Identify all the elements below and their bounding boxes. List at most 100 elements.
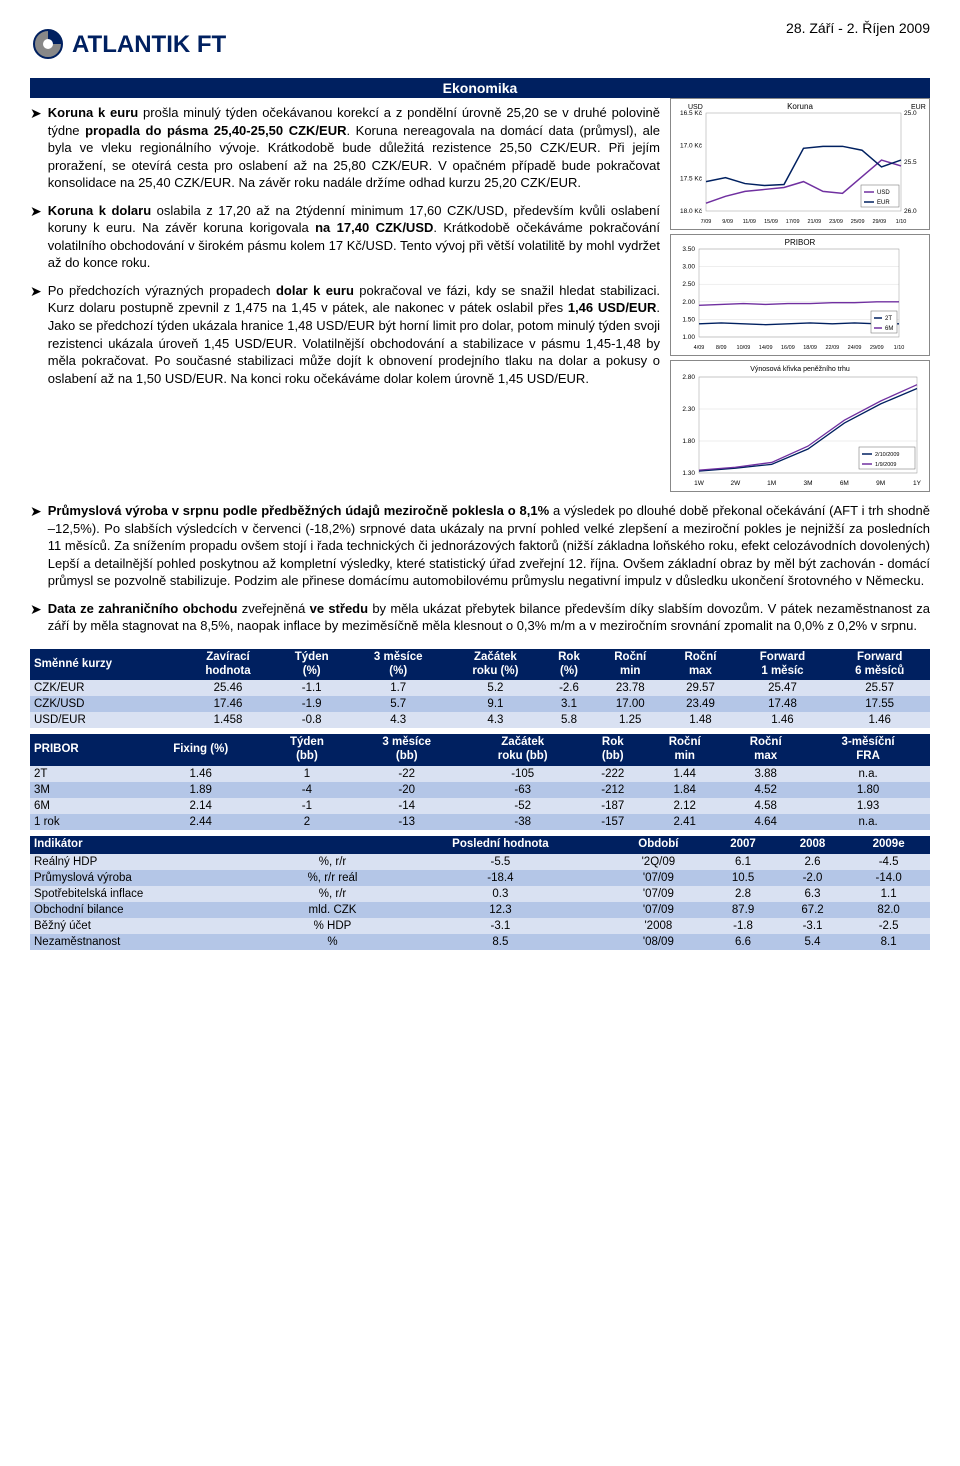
table-cell: % HDP <box>273 918 393 934</box>
table-cell: 1.93 <box>806 798 930 814</box>
page-header: ATLANTIK FT 28. Září - 2. Říjen 2009 <box>30 20 930 68</box>
table-cell: 67.2 <box>778 902 847 918</box>
svg-text:17.0 Kč: 17.0 Kč <box>680 143 703 150</box>
table-header: Období <box>608 836 708 854</box>
table-header: Rok(bb) <box>581 734 644 766</box>
table-cell: 25.57 <box>829 680 930 696</box>
svg-text:29/09: 29/09 <box>872 219 886 225</box>
table-cell: '08/09 <box>608 934 708 950</box>
table-header: 3 měsíce(bb) <box>349 734 464 766</box>
svg-text:7/09: 7/09 <box>701 219 712 225</box>
charts-column: KorunaUSDEUR16.5 Kč17.0 Kč17.5 Kč18.0 Kč… <box>670 98 930 496</box>
svg-text:9M: 9M <box>876 480 885 487</box>
table-cell: 2T <box>30 766 137 782</box>
svg-text:15/09: 15/09 <box>764 219 778 225</box>
table-cell: Reálný HDP <box>30 854 273 870</box>
table-cell: %, r/r <box>273 886 393 902</box>
svg-text:1M: 1M <box>767 480 776 487</box>
pribor-table: PRIBORFixing (%)Týden(bb)3 měsíce(bb)Zač… <box>30 734 930 830</box>
table-cell: 1.1 <box>847 886 930 902</box>
table-cell: -2.5 <box>847 918 930 934</box>
table-header: Začátekroku (bb) <box>464 734 581 766</box>
table-cell: 1.84 <box>644 782 725 798</box>
table-cell: % <box>273 934 393 950</box>
table-cell: 6.6 <box>708 934 777 950</box>
table-row: 2T1.461-22-105-2221.443.88n.a. <box>30 766 930 782</box>
table-cell: 8.5 <box>392 934 608 950</box>
table-header: Fixing (%) <box>137 734 265 766</box>
table-cell: '07/09 <box>608 902 708 918</box>
table-row: Obchodní bilancemld. CZK12.3'07/0987.967… <box>30 902 930 918</box>
table-cell: 10.5 <box>708 870 777 886</box>
table-cell: 17.46 <box>181 696 275 712</box>
paragraph-2: Koruna k dolaru oslabila z 17,20 až na 2… <box>48 202 660 272</box>
svg-text:26.0: 26.0 <box>904 208 917 215</box>
table-cell: 1.25 <box>595 712 665 728</box>
svg-text:1.50: 1.50 <box>682 316 695 323</box>
table-cell: 5.2 <box>448 680 543 696</box>
table-header: 3-měsíčníFRA <box>806 734 930 766</box>
table-cell: 25.46 <box>181 680 275 696</box>
paragraph-1: Koruna k euru prošla minulý týden očekáv… <box>48 104 660 192</box>
table-header: Ročnímin <box>595 649 665 681</box>
svg-text:11/09: 11/09 <box>743 219 756 225</box>
table-cell: 82.0 <box>847 902 930 918</box>
svg-text:23/09: 23/09 <box>829 219 843 225</box>
svg-text:8/09: 8/09 <box>716 345 727 351</box>
svg-text:3M: 3M <box>803 480 812 487</box>
svg-text:Výnosová křivka peněžního trhu: Výnosová křivka peněžního trhu <box>750 366 850 373</box>
table-cell: -2.0 <box>778 870 847 886</box>
svg-text:1.30: 1.30 <box>682 470 695 477</box>
svg-text:2.50: 2.50 <box>682 281 695 288</box>
svg-text:2T: 2T <box>885 316 892 322</box>
svg-text:25.0: 25.0 <box>904 110 917 117</box>
table-cell: -2.6 <box>543 680 595 696</box>
table-cell: -13 <box>349 814 464 830</box>
svg-text:PRIBOR: PRIBOR <box>785 238 816 247</box>
table-header: Zavíracíhodnota <box>181 649 275 681</box>
table-cell: Nezaměstnanost <box>30 934 273 950</box>
table-cell: -3.1 <box>778 918 847 934</box>
svg-text:9/09: 9/09 <box>722 219 733 225</box>
table-cell: -20 <box>349 782 464 798</box>
table-cell: '07/09 <box>608 886 708 902</box>
indicator-table: IndikátorPoslední hodnotaObdobí200720082… <box>30 836 930 950</box>
table-row: 3M1.89-4-20-63-2121.844.521.80 <box>30 782 930 798</box>
table-row: USD/EUR1.458-0.84.34.35.81.251.481.461.4… <box>30 712 930 728</box>
table-cell: 2.8 <box>708 886 777 902</box>
table-row: 6M2.14-1-14-52-1872.124.581.93 <box>30 798 930 814</box>
table-cell: 3M <box>30 782 137 798</box>
svg-text:1/10: 1/10 <box>894 345 905 351</box>
table-cell: 4.58 <box>725 798 806 814</box>
table-cell: 5.7 <box>348 696 447 712</box>
svg-text:29/09: 29/09 <box>870 345 884 351</box>
svg-text:25.5: 25.5 <box>904 159 917 166</box>
svg-text:24/09: 24/09 <box>848 345 862 351</box>
table-row: Reálný HDP%, r/r-5.5'2Q/096.12.6-4.5 <box>30 854 930 870</box>
svg-text:18/09: 18/09 <box>803 345 817 351</box>
table-cell: 2.44 <box>137 814 265 830</box>
pribor-chart: PRIBOR3.503.002.502.001.501.004/098/0910… <box>671 235 929 355</box>
table-cell: Obchodní bilance <box>30 902 273 918</box>
table-header: 3 měsíce(%) <box>348 649 447 681</box>
date-range: 28. Září - 2. Říjen 2009 <box>786 20 930 36</box>
bullet-icon: ➤ <box>30 104 42 192</box>
table-header: 2008 <box>778 836 847 854</box>
table-cell: -5.5 <box>392 854 608 870</box>
table-cell: -4.5 <box>847 854 930 870</box>
table-row: 1 rok2.442-13-38-1572.414.64n.a. <box>30 814 930 830</box>
table-cell: -4 <box>264 782 349 798</box>
table-cell: -14 <box>349 798 464 814</box>
table-cell: -22 <box>349 766 464 782</box>
svg-text:EUR: EUR <box>877 200 890 206</box>
table-row: Průmyslová výroba%, r/r reál-18.4'07/091… <box>30 870 930 886</box>
table-cell: 2.12 <box>644 798 725 814</box>
svg-text:1.00: 1.00 <box>682 334 695 341</box>
table-cell: 9.1 <box>448 696 543 712</box>
svg-text:2W: 2W <box>730 480 741 487</box>
bullet-icon: ➤ <box>30 600 42 635</box>
table-cell: -0.8 <box>275 712 349 728</box>
table-cell: 2.14 <box>137 798 265 814</box>
svg-text:2.80: 2.80 <box>682 374 695 381</box>
yield-chart: Výnosová křivka peněžního trhu2.802.301.… <box>671 361 929 491</box>
